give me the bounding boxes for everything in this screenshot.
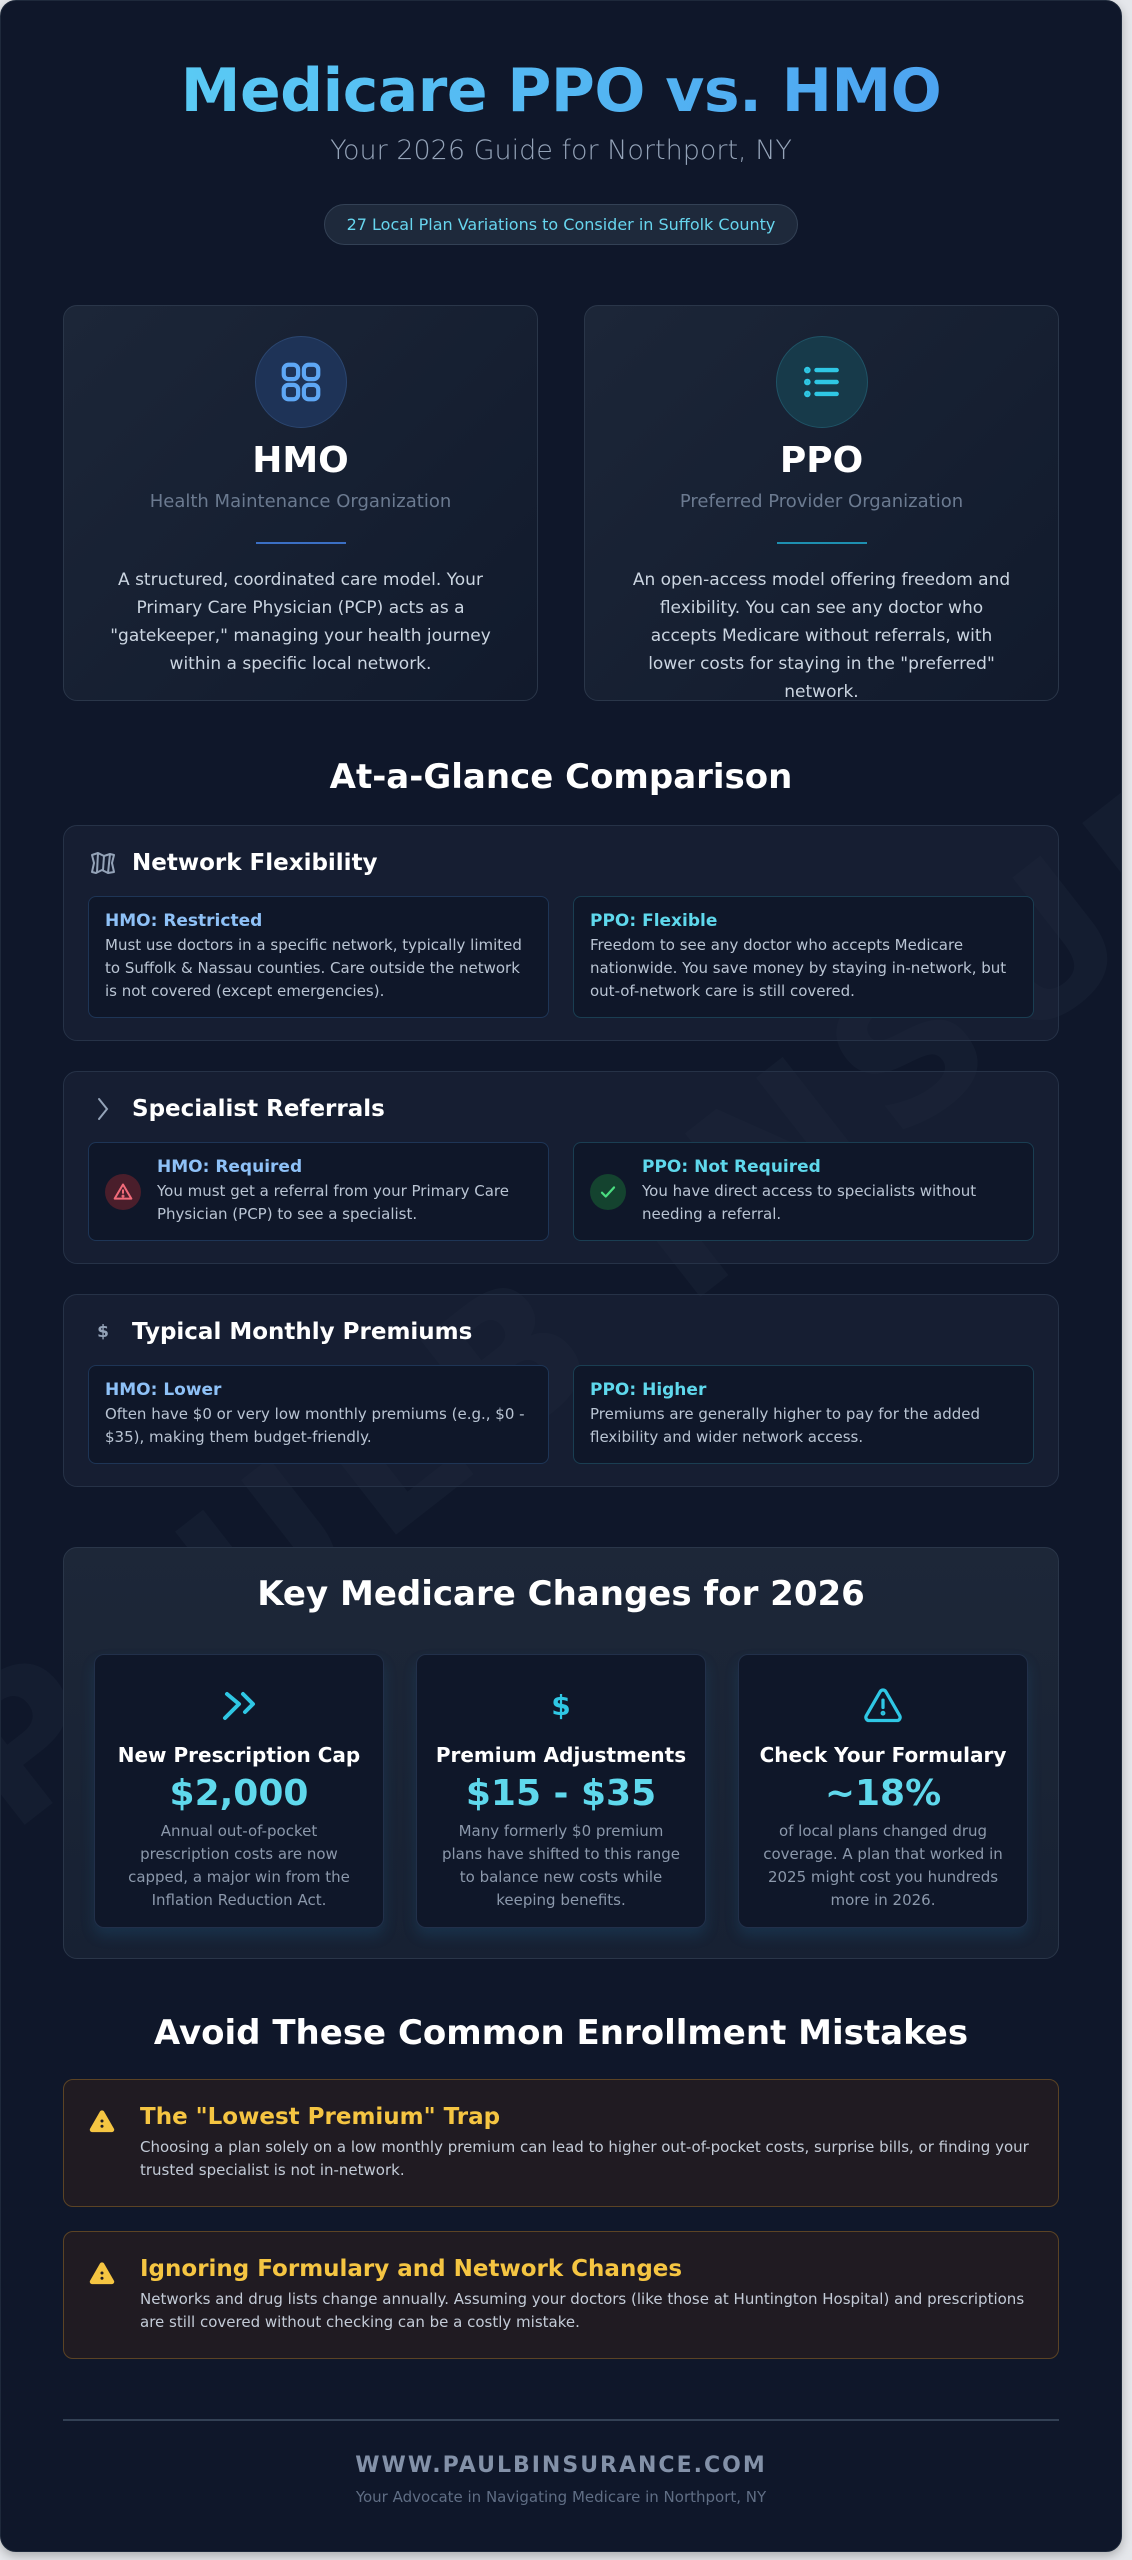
ppo-label: PPO: Not Required [642,1157,821,1177]
ppo-text: Freedom to see any doctor who accepts Me… [590,936,1007,1000]
map-icon [90,850,116,876]
hmo-text: You must get a referral from your Primar… [157,1182,509,1223]
ppo-card: PPO Preferred Provider Organization An o… [584,305,1059,702]
mistake-text: Choosing a plan solely on a low monthly … [140,2138,1029,2179]
ppo-cell: PPO: Not Required You have direct access… [573,1142,1034,1241]
change-title: Check Your Formulary [759,1743,1007,1767]
change-title: New Prescription Cap [117,1743,361,1767]
ppo-cell: PPO: Flexible Freedom to see any doctor … [573,896,1034,1018]
chevron-right-icon [90,1096,116,1122]
mistakes-title: Avoid These Common Enrollment Mistakes [153,2013,969,2053]
key-changes-title: Key Medicare Changes for 2026 [257,1574,865,1614]
divider [776,542,867,544]
comparison-header-title: Network Flexibility [132,850,378,876]
key-changes-row: New Prescription Cap $2,000 Annual out-o… [94,1654,1028,1928]
pill-icon [95,1685,383,1725]
mistake-title: Ignoring Formulary and Network Changes [140,2256,683,2282]
change-card-prescription-cap: New Prescription Cap $2,000 Annual out-o… [94,1654,384,1928]
hmo-card: HMO Health Maintenance Organization A st… [63,305,538,701]
page-title: Medicare PPO vs. HMO [1,53,1121,129]
hmo-text: Must use doctors in a specific network, … [105,936,522,1000]
footer-tagline: Your Advocate in Navigating Medicare in … [355,2488,767,2506]
comparison-header-title: Typical Monthly Premiums [132,1319,473,1345]
change-title: Premium Adjustments [435,1743,687,1767]
ppo-text: You have direct access to specialists wi… [642,1182,977,1223]
check-icon [590,1173,626,1210]
footer-divider [63,2419,1059,2421]
list-icon [775,336,868,428]
plan-type-full-name: Health Maintenance Organization [149,491,452,512]
comparison-header: Network Flexibility [90,850,1034,876]
comparison-row: HMO: Required You must get a referral fr… [88,1142,1034,1241]
dollar-icon: $ [97,1322,109,1342]
hmo-label: HMO: Restricted [105,911,263,931]
dollar-icon: $ [551,1688,571,1722]
warning-icon [105,1173,141,1210]
comparison-network-flexibility: Network Flexibility HMO: Restricted Must… [63,825,1059,1041]
grid-icon [254,336,347,428]
page-subtitle: Your 2026 Guide for Northport, NY [330,135,792,166]
comparison-header: $ Typical Monthly Premiums [90,1319,1034,1345]
change-description: of local plans changed drug coverage. A … [763,1822,1003,1909]
comparison-header-title: Specialist Referrals [132,1096,385,1122]
footer-website-link[interactable]: WWW.PAULBINSURANCE.COM [355,2453,767,2478]
change-value: $15 - $35 [465,1773,657,1814]
ppo-label: PPO: Flexible [590,911,718,931]
ppo-text: Premiums are generally higher to pay for… [590,1405,980,1446]
plan-type-name: HMO [252,440,349,481]
change-value: $2,000 [169,1773,309,1814]
hmo-label: HMO: Lower [105,1380,222,1400]
warning-icon [88,2256,118,2334]
footer: WWW.PAULBINSURANCE.COM Your Advocate in … [1,2453,1121,2506]
hmo-label: HMO: Required [157,1157,303,1177]
plan-type-name: PPO [779,440,864,481]
comparison-header: Specialist Referrals [90,1096,1034,1122]
plan-types: HMO Health Maintenance Organization A st… [63,305,1059,702]
plan-type-full-name: Preferred Provider Organization [679,491,964,512]
change-card-check-formulary: Check Your Formulary ~18% of local plans… [738,1654,1028,1928]
comparison-specialist-referrals: Specialist Referrals HMO: Required You m… [63,1071,1059,1264]
warning-icon [88,2104,118,2182]
divider [255,542,346,544]
header: Medicare PPO vs. HMO Your 2026 Guide for… [1,1,1121,245]
ppo-label: PPO: Higher [590,1380,707,1400]
change-card-premium-adjustments: $ Premium Adjustments $15 - $35 Many for… [416,1654,706,1928]
mistake-text: Networks and drug lists change annually.… [140,2290,1025,2331]
comparison-row: HMO: Lower Often have $0 or very low mon… [88,1365,1034,1464]
hmo-text: Often have $0 or very low monthly premiu… [105,1405,525,1446]
mistake-lowest-premium: The "Lowest Premium" Trap Choosing a pla… [63,2079,1059,2207]
hmo-cell: HMO: Restricted Must use doctors in a sp… [88,896,549,1018]
key-changes-section: Key Medicare Changes for 2026 New Prescr… [63,1547,1059,1959]
ppo-cell: PPO: Higher Premiums are generally highe… [573,1365,1034,1464]
plan-type-description: A structured, coordinated care model. Yo… [110,570,491,674]
mistake-ignoring-changes: Ignoring Formulary and Network Changes N… [63,2231,1059,2359]
change-description: Annual out-of-pocket prescription costs … [128,1822,350,1909]
hmo-cell: HMO: Required You must get a referral fr… [88,1142,549,1241]
change-value: ~18% [824,1773,942,1814]
comparison-title: At-a-Glance Comparison [329,757,793,797]
comparison-monthly-premiums: $ Typical Monthly Premiums HMO: Lower Of… [63,1294,1059,1487]
mistake-title: The "Lowest Premium" Trap [140,2104,501,2130]
plan-count-badge: 27 Local Plan Variations to Consider in … [323,204,799,245]
change-description: Many formerly $0 premium plans have shif… [441,1822,681,1909]
warning-icon [739,1685,1027,1725]
hmo-cell: HMO: Lower Often have $0 or very low mon… [88,1365,549,1464]
comparison-row: HMO: Restricted Must use doctors in a sp… [88,896,1034,1018]
plan-type-description: An open-access model offering freedom an… [632,570,1011,702]
